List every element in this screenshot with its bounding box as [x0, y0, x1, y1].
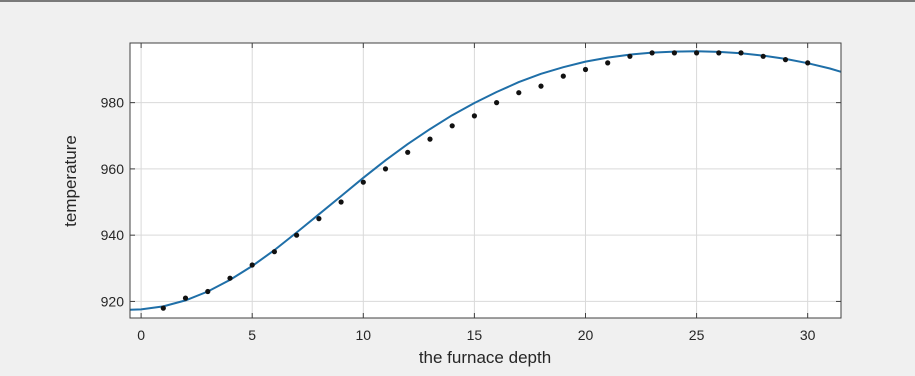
- data-point: [582, 66, 589, 73]
- y-tick-label: 920: [101, 293, 125, 309]
- x-tick-label: 5: [248, 327, 256, 343]
- data-point: [805, 60, 811, 66]
- data-point: [405, 149, 411, 155]
- data-point: [560, 73, 566, 79]
- top-border: [0, 0, 915, 2]
- data-point: [471, 113, 477, 119]
- data-point: [249, 262, 255, 268]
- data-point: [449, 123, 455, 129]
- x-tick-label: 15: [467, 327, 483, 343]
- x-axis-label: the furnace depth: [419, 348, 551, 367]
- data-point: [738, 50, 744, 56]
- data-point: [182, 295, 189, 301]
- y-tick-label: 980: [101, 95, 125, 111]
- data-point: [316, 216, 322, 222]
- data-point: [494, 100, 500, 106]
- data-point: [294, 232, 300, 238]
- data-point: [338, 199, 344, 205]
- data-point: [382, 166, 389, 172]
- axes-background: [130, 43, 841, 318]
- plot-area: [129, 50, 842, 311]
- data-point: [271, 249, 277, 255]
- y-axis-label: temperature: [61, 135, 80, 227]
- data-point: [538, 83, 544, 89]
- axis-ticks: 0 5 10 15 20 25 30 920 940 960 980: [101, 43, 841, 343]
- data-point: [649, 50, 655, 56]
- data-point: [782, 57, 789, 63]
- y-tick-label: 940: [101, 227, 125, 243]
- x-tick-label: 0: [137, 327, 145, 343]
- data-point: [205, 288, 211, 295]
- data-point: [760, 53, 766, 59]
- data-point: [627, 53, 633, 59]
- x-tick-label: 20: [578, 327, 594, 343]
- fit-curve: [129, 50, 842, 311]
- data-point: [160, 305, 166, 311]
- data-point: [427, 136, 433, 142]
- data-point: [516, 90, 522, 96]
- data-point: [671, 50, 678, 56]
- grid-lines: [130, 43, 841, 318]
- data-point: [360, 179, 366, 185]
- x-tick-label: 30: [800, 327, 816, 343]
- axes-frame: [129, 42, 842, 319]
- data-point: [716, 50, 722, 56]
- data-point: [694, 50, 700, 56]
- x-tick-label: 10: [356, 327, 372, 343]
- x-tick-label: 25: [689, 327, 705, 343]
- y-tick-label: 960: [101, 161, 125, 177]
- data-point: [227, 275, 233, 281]
- data-point: [605, 60, 611, 66]
